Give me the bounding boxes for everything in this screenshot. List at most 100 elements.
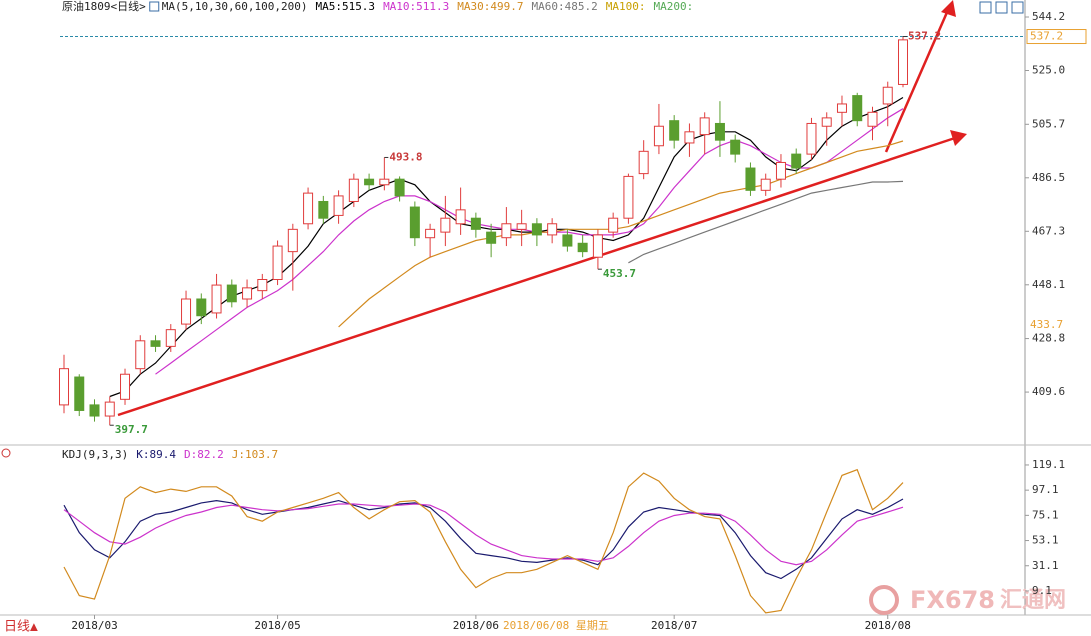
- x-tick-label: 2018/08: [865, 619, 911, 632]
- y-tick-label: 31.1: [1032, 559, 1059, 572]
- candle-body: [440, 217, 451, 233]
- candle-body: [333, 195, 344, 216]
- chart-title: KDJ(9,3,3): [62, 448, 128, 461]
- y-tick-label: 9.1: [1032, 584, 1052, 597]
- y-tick-label: 119.1: [1032, 458, 1065, 471]
- candle-body: [364, 178, 375, 186]
- period-button[interactable]: 日线▲: [4, 620, 38, 635]
- chart-title: 原油1809<日线>: [62, 0, 146, 13]
- icon[interactable]: [979, 1, 992, 14]
- candle-body: [653, 125, 664, 147]
- legend-text: MA200:: [654, 0, 694, 13]
- y-tick-label: 97.1: [1032, 483, 1059, 496]
- crosshair-label: 2018/06/08 星期五: [503, 619, 609, 632]
- candle-body: [394, 178, 405, 197]
- candle-body: [150, 340, 161, 347]
- candle-body: [669, 120, 680, 141]
- y-tick-label: 544.2: [1032, 10, 1065, 23]
- candle-body: [455, 209, 466, 225]
- candle-body: [409, 206, 420, 239]
- candle-body: [287, 228, 298, 253]
- candle-body: [181, 298, 192, 325]
- candle-body: [470, 217, 481, 230]
- legend-text: MA10:511.3: [383, 0, 449, 13]
- candle-body: [226, 284, 237, 303]
- candle-body: [120, 373, 131, 400]
- candle-body: [303, 192, 314, 225]
- y-tick-label: 75.1: [1032, 508, 1059, 521]
- candle-body: [501, 223, 512, 239]
- series-line: [63, 468, 904, 614]
- candle-body: [257, 279, 268, 292]
- candle-body: [806, 122, 817, 155]
- candle-body: [135, 340, 146, 370]
- watermark: 汇通网: [1000, 588, 1066, 613]
- series-line: [628, 180, 904, 264]
- x-tick-label: 2018/06: [453, 619, 499, 632]
- y-tick-label: 448.1: [1032, 278, 1065, 291]
- candle-body: [699, 117, 710, 136]
- low-label: 397.7: [115, 423, 148, 436]
- candle-body: [714, 122, 725, 141]
- candle-body: [836, 103, 847, 113]
- y-tick-label: 409.6: [1032, 385, 1065, 398]
- y-tick-label: 53.1: [1032, 534, 1059, 547]
- y-tick-label: 486.5: [1032, 171, 1065, 184]
- series-line: [338, 140, 904, 328]
- x-tick-label: 2018/05: [254, 619, 300, 632]
- watermark-logo: [869, 585, 899, 615]
- candle-body: [562, 234, 573, 247]
- legend-text: MA30:499.7: [457, 0, 523, 13]
- x-tick-label: 2018/07: [651, 619, 697, 632]
- y-tick-label: 505.7: [1032, 117, 1065, 130]
- legend-text: MA60:485.2: [532, 0, 598, 13]
- candle-body: [638, 150, 649, 175]
- legend-text: MA100:: [606, 0, 646, 13]
- candle-body: [898, 39, 908, 85]
- candle-body: [592, 234, 603, 258]
- candle-body: [74, 376, 85, 411]
- y-tick-label: 467.3: [1032, 224, 1065, 237]
- candle-body: [547, 223, 558, 236]
- x-tick-label: 2018/03: [71, 619, 117, 632]
- candle-body: [577, 242, 588, 253]
- candle-body: [531, 223, 542, 236]
- candle-body: [211, 284, 222, 314]
- y-tick-label: 525.0: [1032, 64, 1065, 77]
- indicator-label: MA(5,10,30,60,100,200): [162, 0, 308, 13]
- candle-body: [745, 167, 756, 191]
- low-label: 453.7: [603, 267, 636, 280]
- candle-body: [791, 153, 802, 169]
- candle-body: [821, 117, 832, 127]
- watermark: FX678: [910, 586, 995, 614]
- candle-body: [516, 223, 527, 230]
- last-price-box: [1026, 29, 1087, 45]
- candle-body: [348, 178, 359, 202]
- toolbar-icons: [979, 1, 1024, 14]
- candle-body: [882, 86, 893, 105]
- legend-text: MA5:515.3: [315, 0, 375, 13]
- candle-body: [852, 95, 863, 122]
- candle-body: [486, 231, 497, 244]
- candle-body: [272, 245, 283, 280]
- icon[interactable]: [1011, 1, 1024, 14]
- candle-body: [242, 287, 253, 300]
- legend-text: J:103.7: [232, 448, 278, 461]
- icon[interactable]: [995, 1, 1008, 14]
- series-line: [155, 108, 904, 375]
- candle-body: [196, 298, 207, 317]
- candle-body: [623, 175, 634, 219]
- legend-text: K:89.4: [136, 448, 176, 461]
- candle-body: [104, 401, 115, 417]
- last-price-label: 537.2: [1030, 30, 1063, 43]
- y-tick-label: 428.8: [1032, 332, 1065, 345]
- candle-body: [867, 111, 878, 127]
- level-label: 433.7: [1030, 318, 1063, 331]
- legend-text: D:82.2: [184, 448, 224, 461]
- ma-icon: [149, 1, 160, 12]
- candle-body: [684, 131, 695, 144]
- candle-body: [775, 161, 786, 180]
- kdj-icon: [1, 448, 11, 458]
